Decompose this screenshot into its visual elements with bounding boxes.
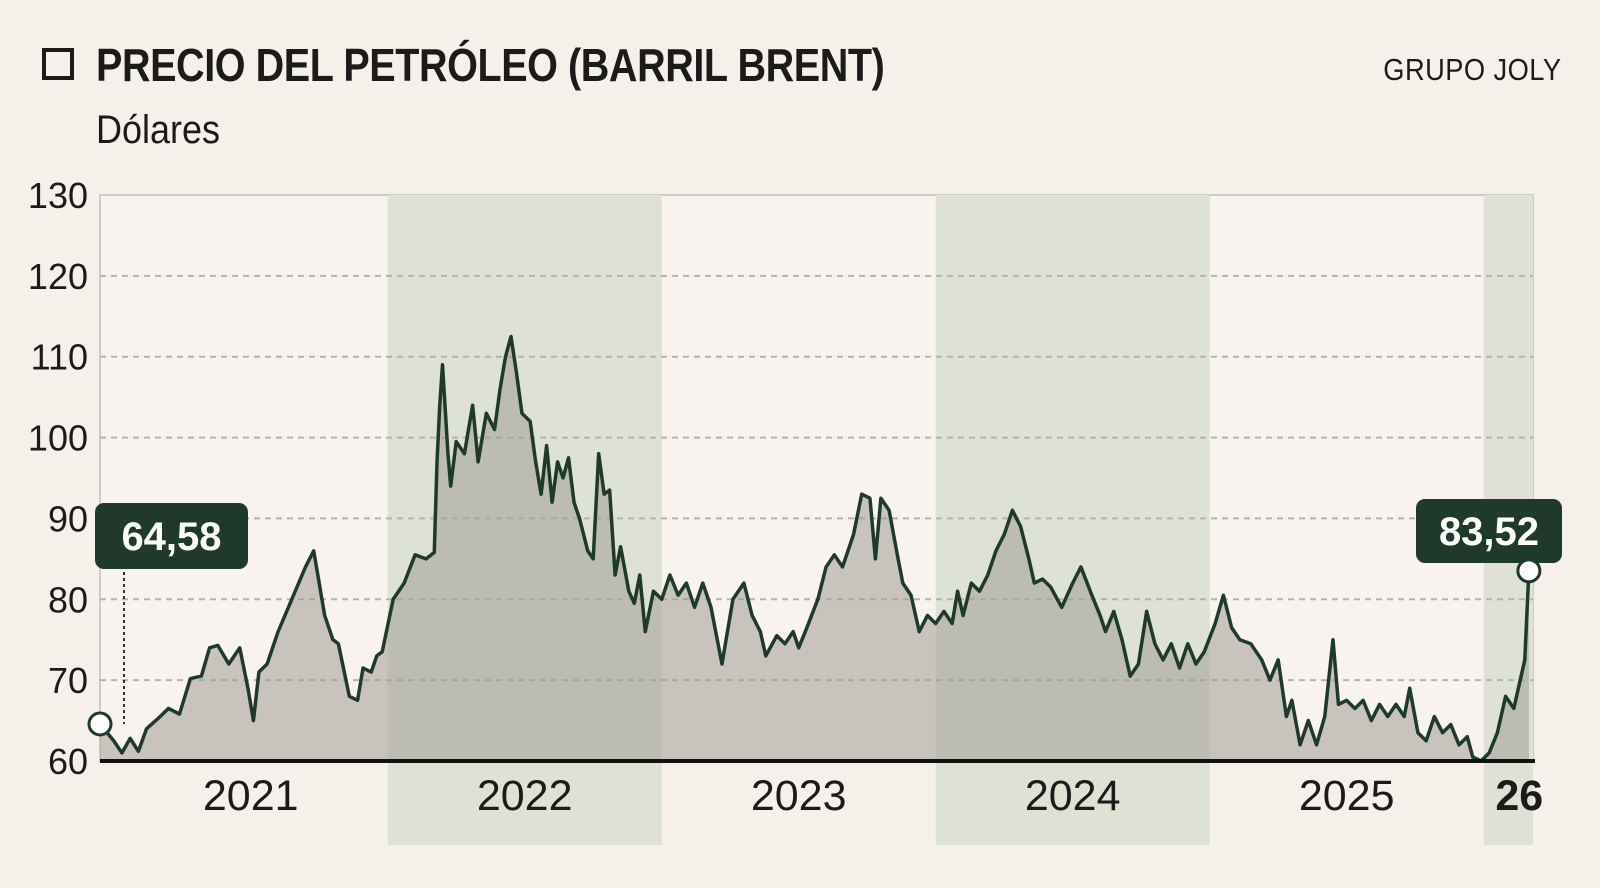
y-tick-label: 130 bbox=[28, 175, 88, 216]
title-square-icon bbox=[42, 48, 74, 80]
y-tick-label: 90 bbox=[48, 498, 88, 539]
x-year-label: 26 bbox=[1495, 772, 1543, 820]
callouts-layer: 64,58 83,52 bbox=[87, 499, 1562, 737]
y-tick-label: 110 bbox=[31, 337, 88, 378]
series-line bbox=[98, 334, 1531, 763]
callout-label-start: 64,58 bbox=[121, 515, 221, 559]
y-tick-label: 60 bbox=[48, 741, 88, 782]
source-credit: GRUPO JOLY bbox=[1383, 52, 1562, 87]
y-tick-label: 120 bbox=[28, 256, 88, 297]
x-year-label: 2025 bbox=[1299, 772, 1395, 820]
chart-subtitle-units: Dólares bbox=[96, 108, 221, 152]
y-tick-label: 100 bbox=[28, 418, 88, 459]
callout-label-end: 83,52 bbox=[1439, 510, 1539, 554]
callout-marker-start bbox=[87, 711, 113, 737]
series-area bbox=[100, 336, 1529, 761]
y-tick-label: 80 bbox=[48, 579, 88, 620]
x-year-label: 2022 bbox=[477, 772, 573, 820]
x-year-label: 2023 bbox=[751, 772, 847, 820]
callout-marker-end bbox=[1516, 558, 1542, 584]
y-axis-ticks: 60 70 80 90 100 110 120 130 bbox=[28, 175, 88, 782]
callout-box-start bbox=[95, 503, 248, 569]
x-axis-labels: 2021 2022 2023 2024 2025 26 bbox=[203, 772, 1543, 820]
series-layer bbox=[98, 334, 1535, 763]
x-year-label: 2021 bbox=[203, 772, 299, 820]
chart-title: PRECIO DEL PETRÓLEO (BARRIL BRENT) bbox=[96, 39, 885, 91]
callout-box-end bbox=[1416, 499, 1562, 563]
y-tick-label: 70 bbox=[48, 660, 88, 701]
x-year-label: 2024 bbox=[1025, 772, 1121, 820]
